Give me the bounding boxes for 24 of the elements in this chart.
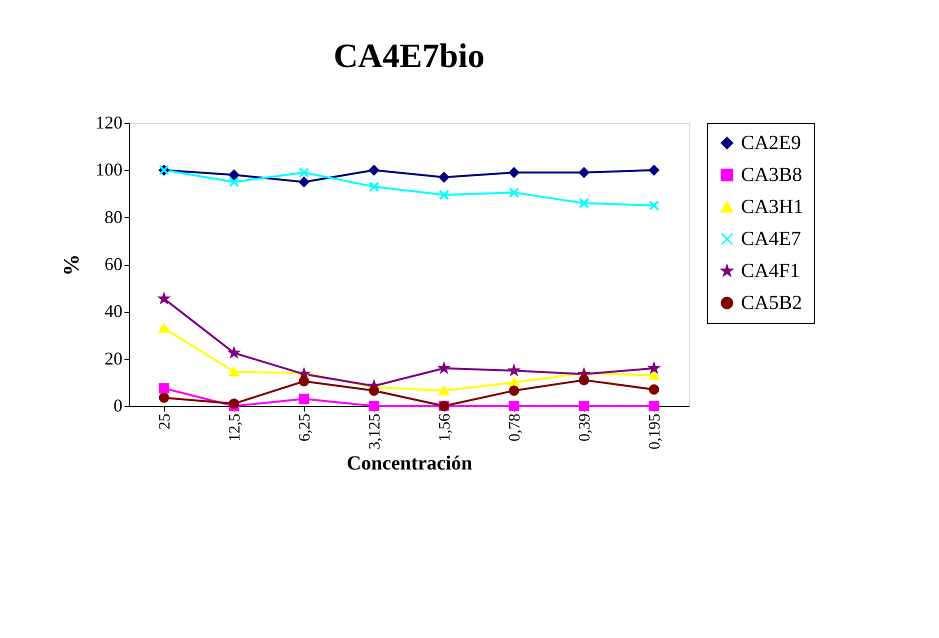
legend-label: CA3H1 [741, 196, 804, 218]
x-tick-label: 6,25 [296, 414, 314, 442]
y-tick-label: 120 [96, 112, 122, 132]
y-tick-label: 40 [104, 301, 122, 322]
x-axis-title: Concentración [346, 452, 472, 474]
x-tick-label: 0,78 [506, 414, 524, 442]
legend-label: CA5B2 [741, 292, 802, 314]
legend-label: CA3B8 [741, 164, 802, 186]
chart-title: CA4E7bio [333, 38, 485, 75]
y-tick-label: 0 [114, 396, 122, 416]
x-tick-label: 3,125 [366, 414, 384, 450]
x-tick-label: 25 [156, 414, 174, 430]
legend-label: CA2E9 [741, 132, 801, 154]
legend-label: CA4E7 [741, 228, 801, 250]
y-tick-label: 80 [104, 206, 122, 227]
x-tick-label: 0,195 [646, 414, 664, 450]
y-tick-label: 100 [96, 160, 122, 180]
y-tick-label: 20 [104, 348, 122, 368]
x-tick-label: 12,5 [226, 414, 244, 442]
y-axis-title: % [58, 254, 84, 276]
x-tick-label: 1,56 [436, 414, 454, 442]
y-tick-label: 60 [104, 254, 122, 274]
x-tick-label: 0,39 [576, 414, 594, 442]
legend-label: CA4F1 [741, 260, 800, 282]
